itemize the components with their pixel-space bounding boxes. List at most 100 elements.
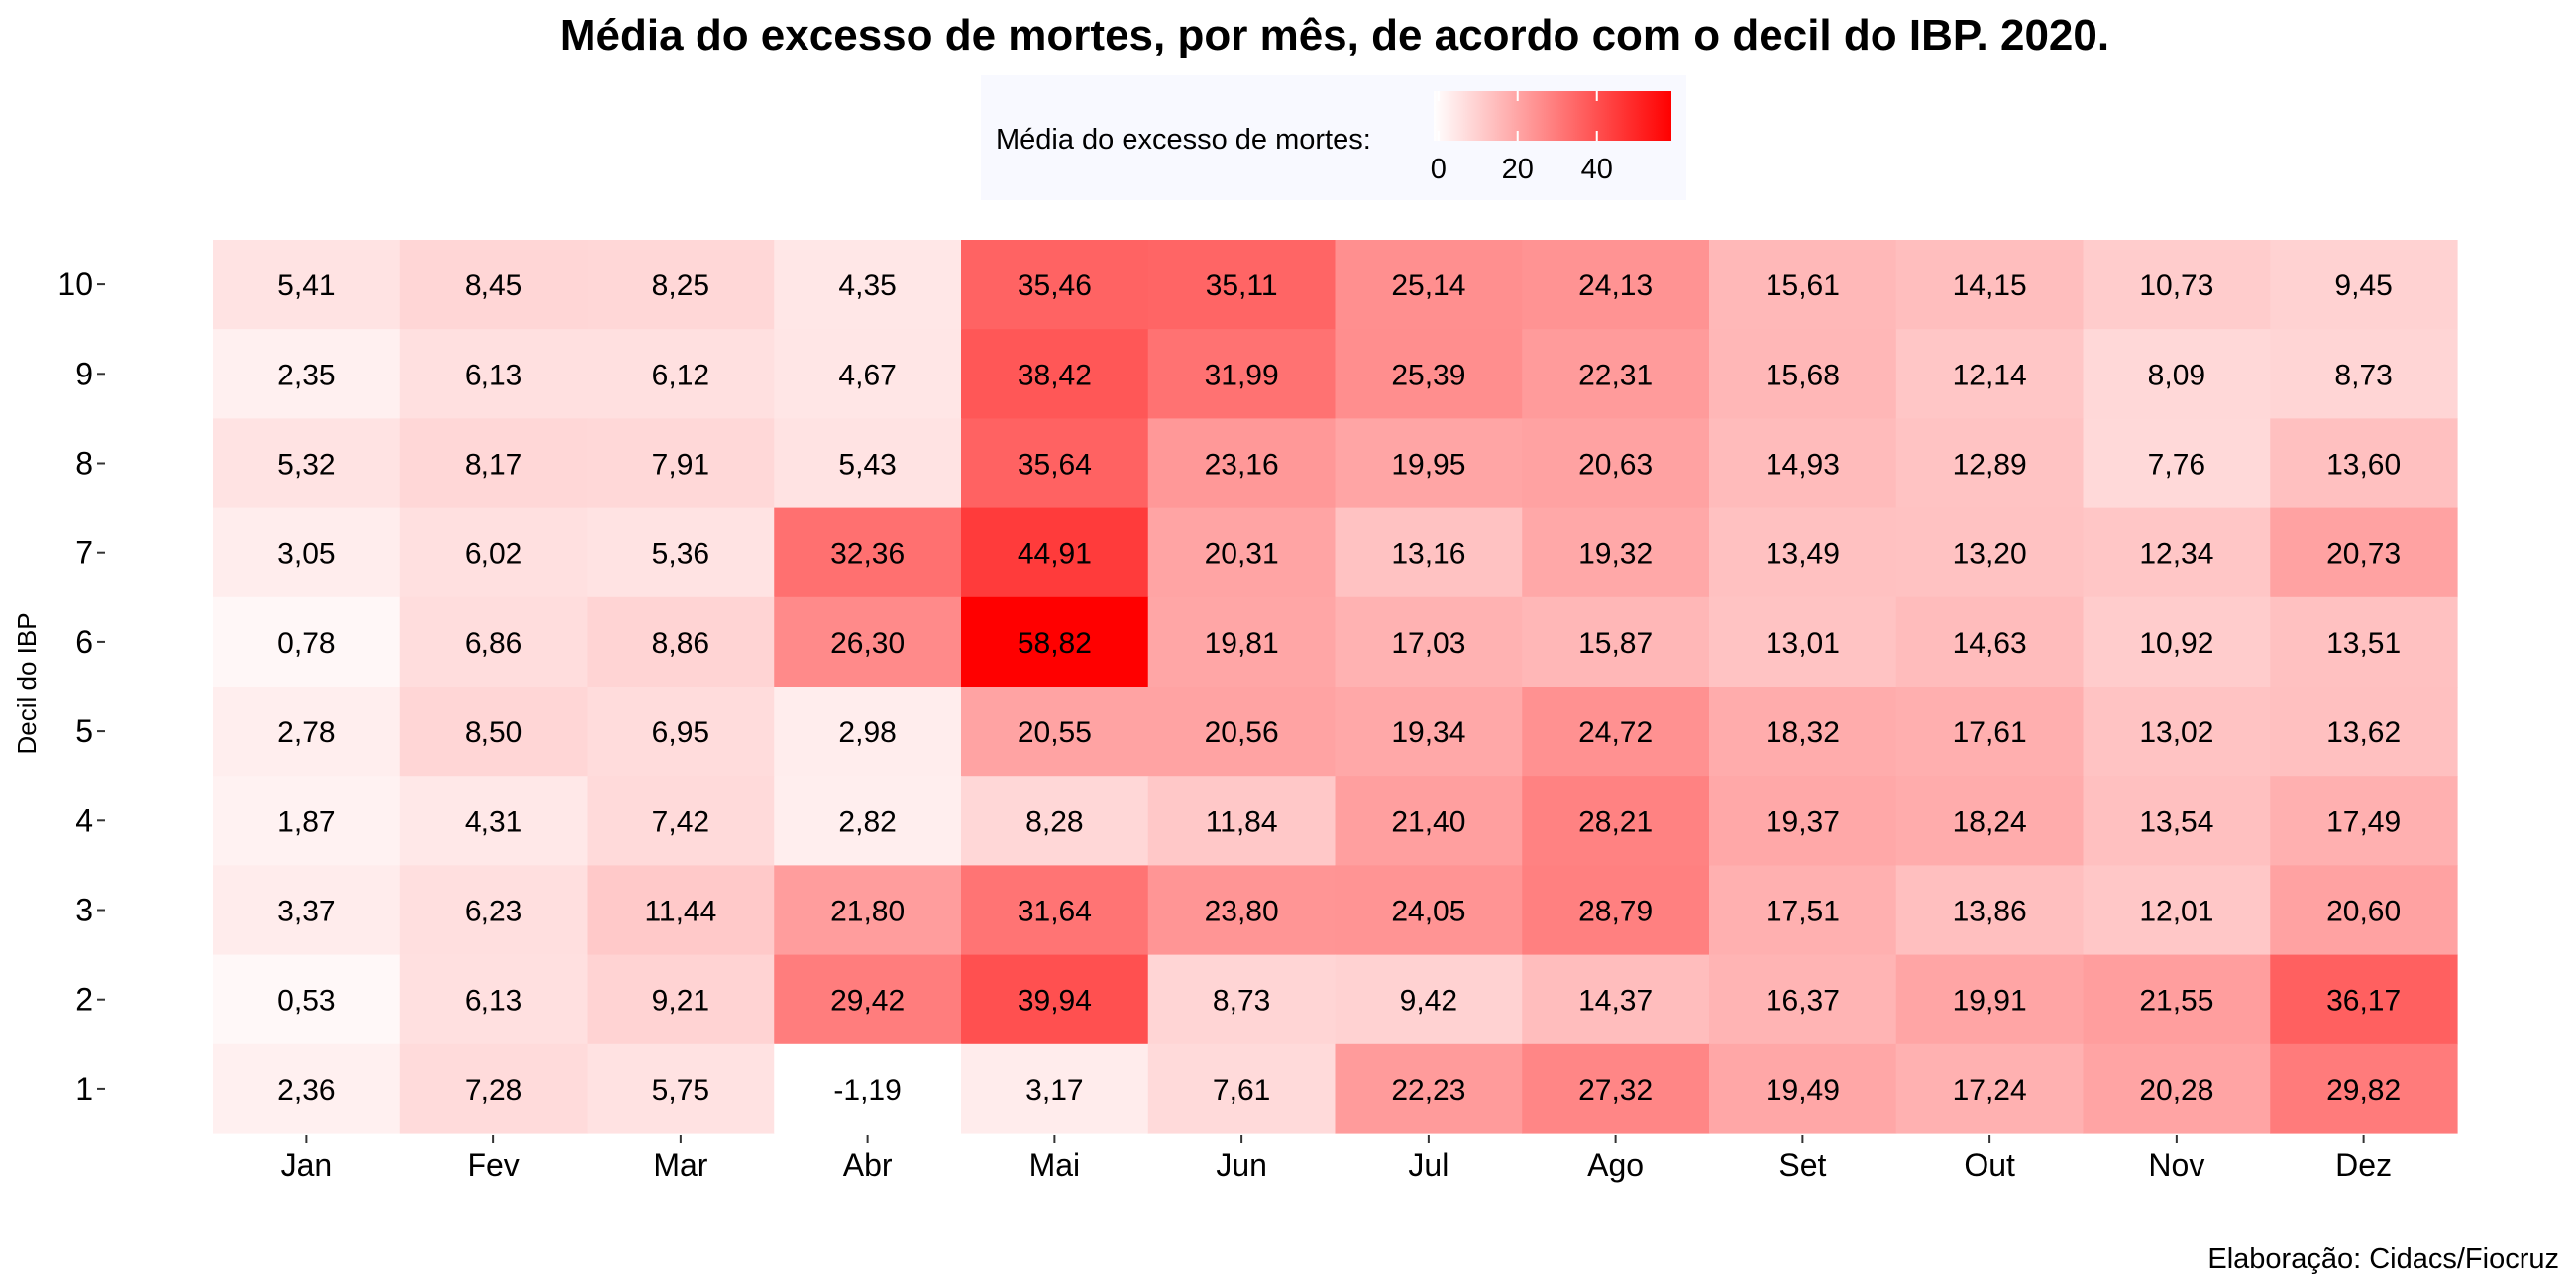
cell-value-label: 19,37 [1766, 805, 1840, 838]
heatmap-cell [587, 1043, 775, 1134]
heatmap-cell [1709, 687, 1897, 777]
cell-value-label: 10,92 [2139, 627, 2213, 660]
cell-value-label: 13,60 [2326, 449, 2401, 482]
heatmap-cell [774, 240, 962, 330]
cell-value-label: 21,55 [2139, 985, 2213, 1018]
heatmap-cell [774, 507, 962, 598]
cell-value-label: 6,23 [465, 896, 522, 928]
cell-value-label: 5,36 [652, 538, 709, 571]
cell-value-label: 20,56 [1205, 716, 1279, 749]
cell-value-label: 13,16 [1391, 538, 1465, 571]
cell-value-label: 18,32 [1766, 716, 1840, 749]
x-axis: Jan Fev Mar Abr Mai Jun Jul Ago Set Out Nov Dez [281, 1135, 2392, 1183]
heatmap-cell [2083, 687, 2271, 777]
heatmap-cell [1335, 687, 1523, 777]
cell-value-label: 26,30 [830, 627, 905, 660]
cell-value-label: 25,14 [1391, 269, 1465, 302]
heatmap-cell [213, 596, 401, 688]
cell-value-label: 44,91 [1018, 538, 1092, 571]
cell-value-label: 20,55 [1018, 716, 1092, 749]
cell-value-label: 3,05 [277, 538, 335, 571]
legend-colorbar [1434, 91, 1671, 141]
legend-tick-label: 20 [1502, 154, 1534, 185]
cell-value-label: 14,93 [1766, 449, 1840, 482]
cell-value-label: 24,72 [1578, 716, 1653, 749]
cell-value-label: 15,87 [1578, 627, 1653, 660]
cell-value-label: 36,17 [2326, 985, 2401, 1018]
y-tick-label: 9 [75, 356, 93, 391]
heatmap-cell [1709, 240, 1897, 330]
heatmap-cell [1895, 1043, 2085, 1134]
cell-value-label: 4,67 [838, 359, 896, 391]
heatmap-cell [2270, 507, 2458, 598]
y-tick-label: 2 [75, 982, 93, 1018]
cell-value-label: 19,81 [1205, 627, 1279, 660]
heatmap-cell [399, 329, 589, 419]
cell-value-label: 19,32 [1578, 538, 1653, 571]
cell-value-label: 38,42 [1018, 359, 1092, 391]
heatmap-cell [587, 865, 775, 956]
cell-value-label: 35,46 [1018, 269, 1092, 302]
heatmap-cell [961, 865, 1149, 956]
heatmap-cell [774, 329, 962, 419]
heatmap-cell [1147, 776, 1337, 866]
cell-value-label: 13,62 [2326, 716, 2401, 749]
legend-tick-label: 40 [1581, 154, 1613, 185]
cell-value-label: 1,87 [277, 805, 335, 838]
cell-value-label: 6,86 [465, 627, 522, 660]
heatmap-cell [587, 418, 775, 509]
cell-value-label: 20,63 [1578, 449, 1653, 482]
heatmap-cell [2270, 240, 2458, 330]
cell-value-label: 8,17 [465, 449, 522, 482]
heatmap-cell [774, 865, 962, 956]
cell-value-label: 3,37 [277, 896, 335, 928]
heatmap-cell [1895, 776, 2085, 866]
heatmap-cell [213, 418, 401, 509]
cell-value-label: 8,86 [652, 627, 709, 660]
heatmap-cell [1709, 507, 1897, 598]
cell-value-label: 17,51 [1766, 896, 1840, 928]
heatmap-cell [1522, 596, 1710, 688]
heatmap-cell [2270, 329, 2458, 419]
heatmap-cell [1335, 329, 1523, 419]
heatmap-cell [1335, 240, 1523, 330]
x-tick-label: Jun [1216, 1147, 1267, 1183]
cell-value-label: 4,35 [838, 269, 896, 302]
heatmap-cell [961, 418, 1149, 509]
heatmap-cell [587, 240, 775, 330]
heatmap-cell [961, 776, 1149, 866]
cell-value-label: 8,73 [1213, 985, 1270, 1018]
heatmap-cell [1335, 776, 1523, 866]
cell-value-label: 4,31 [465, 805, 522, 838]
heatmap-cell [1147, 418, 1337, 509]
legend: Média do excesso de mortes: 0 20 40 [981, 75, 1686, 200]
cell-value-label: 22,31 [1578, 359, 1653, 391]
y-tick-label: 3 [75, 893, 93, 928]
heatmap-cell [587, 507, 775, 598]
y-tick-label: 6 [75, 624, 93, 660]
heatmap-cell [213, 776, 401, 866]
cell-value-label: 17,61 [1953, 716, 2027, 749]
heatmap-cell [399, 865, 589, 956]
cell-value-label: 29,82 [2326, 1074, 2401, 1107]
heatmap-cell [2083, 865, 2271, 956]
heatmap-cell [1335, 507, 1523, 598]
heatmap-cell [1895, 596, 2085, 688]
heatmap-cell [1709, 418, 1897, 509]
cell-value-label: 18,24 [1953, 805, 2027, 838]
cell-value-label: 23,80 [1205, 896, 1279, 928]
heatmap-cell [399, 776, 589, 866]
heatmap-cell [1522, 418, 1710, 509]
cell-value-label: 3,17 [1025, 1074, 1083, 1107]
cell-value-label: 13,20 [1953, 538, 2027, 571]
cell-value-label: 9,42 [1400, 985, 1457, 1018]
heatmap-cell [961, 240, 1149, 330]
cell-value-label: 31,99 [1205, 359, 1279, 391]
cell-value-label: 2,35 [277, 359, 335, 391]
heatmap-cell [399, 1043, 589, 1134]
cell-value-label: 7,76 [2148, 449, 2205, 482]
heatmap-cell [1895, 865, 2085, 956]
heatmap-cell [1522, 240, 1710, 330]
cell-value-label: 15,68 [1766, 359, 1840, 391]
